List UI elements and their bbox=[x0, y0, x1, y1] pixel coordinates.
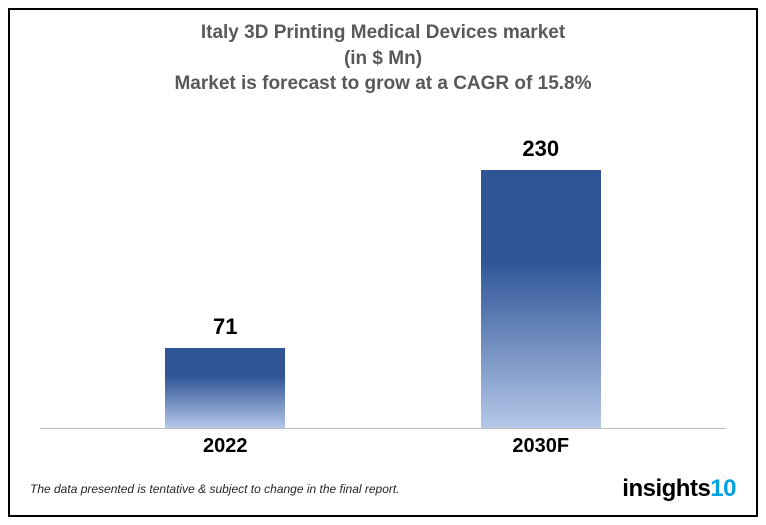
disclaimer-text: The data presented is tentative & subjec… bbox=[30, 482, 400, 496]
x-axis-label: 2022 bbox=[203, 435, 248, 458]
brand-main-text: insights bbox=[622, 475, 710, 503]
chart-footer: The data presented is tentative & subjec… bbox=[10, 465, 756, 515]
bar-value-label: 71 bbox=[213, 314, 237, 340]
title-line-2: (in $ Mn) bbox=[10, 46, 756, 72]
title-line-3: Market is forecast to grow at a CAGR of … bbox=[10, 71, 756, 97]
x-axis-label: 2030F bbox=[512, 435, 569, 458]
bar-group: 230 bbox=[481, 136, 601, 428]
brand-accent-text: 10 bbox=[710, 475, 736, 503]
bar-group: 71 bbox=[165, 314, 285, 428]
bar-value-label: 230 bbox=[522, 136, 559, 162]
x-axis-labels: 2022 2030F bbox=[40, 435, 726, 465]
bar bbox=[165, 348, 285, 428]
chart-plot-area: 71 230 bbox=[40, 107, 726, 429]
brand-logo: insights 10 bbox=[622, 475, 736, 503]
title-line-1: Italy 3D Printing Medical Devices market bbox=[10, 20, 756, 46]
chart-title: Italy 3D Printing Medical Devices market… bbox=[10, 10, 756, 97]
bar bbox=[481, 170, 601, 428]
chart-frame: Italy 3D Printing Medical Devices market… bbox=[8, 8, 758, 517]
